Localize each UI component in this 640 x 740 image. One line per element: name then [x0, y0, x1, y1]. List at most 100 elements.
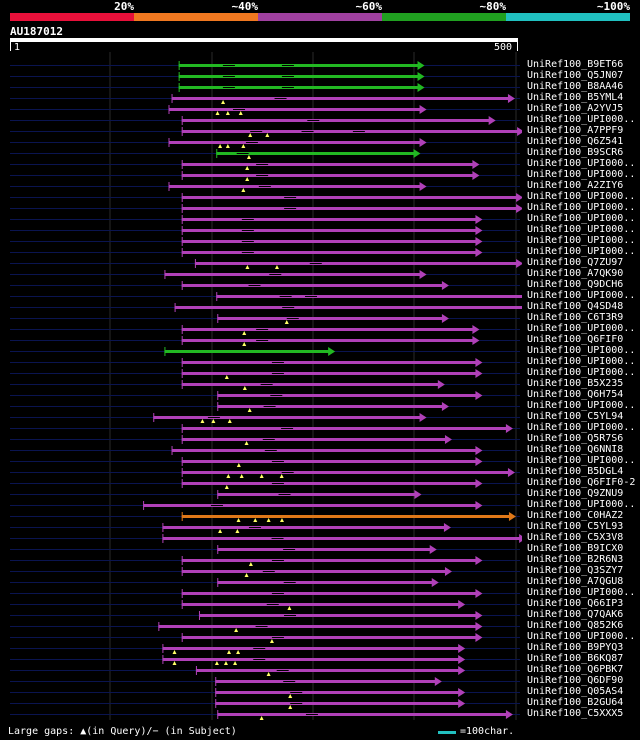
hit-row[interactable]: UniRef100_Q6FIF0: [0, 334, 640, 346]
hit-row[interactable]: UniRef100_B9SCR6: [0, 147, 640, 159]
hit-label[interactable]: UniRef100_UPI000..: [527, 356, 636, 367]
hit-label[interactable]: UniRef100_UPI000..: [527, 235, 636, 246]
hit-row[interactable]: UniRef100_UPI000..: [0, 422, 640, 434]
hit-label[interactable]: UniRef100_UPI000..: [527, 400, 636, 411]
hit-label[interactable]: UniRef100_C6T3R9: [527, 312, 624, 323]
hit-label[interactable]: UniRef100_UPI000..: [527, 455, 636, 466]
hit-label[interactable]: UniRef100_Q6FIF0-2: [527, 477, 636, 488]
hit-label[interactable]: UniRef100_C5XXX5: [527, 708, 624, 719]
hit-label[interactable]: UniRef100_UPI000..: [527, 290, 636, 301]
hit-row[interactable]: UniRef100_Q9DCH6: [0, 279, 640, 291]
hit-label[interactable]: UniRef100_B5DGL4: [527, 466, 624, 477]
hit-row[interactable]: UniRef100_A7QK90: [0, 268, 640, 280]
hit-row[interactable]: UniRef100_Q5JN07: [0, 70, 640, 82]
hit-label[interactable]: UniRef100_Q7ZU97: [527, 257, 624, 268]
hit-row[interactable]: UniRef100_UPI000..: [0, 114, 640, 126]
hit-label[interactable]: UniRef100_B8AA46: [527, 81, 624, 92]
hit-row[interactable]: UniRef100_UPI000..: [0, 158, 640, 170]
hit-row[interactable]: UniRef100_C5YL94: [0, 411, 640, 423]
hit-label[interactable]: UniRef100_Q3SZY7: [527, 565, 624, 576]
hit-row[interactable]: UniRef100_C5X3V8: [0, 532, 640, 544]
hit-row[interactable]: UniRef100_C0HAZ2: [0, 510, 640, 522]
hit-row[interactable]: UniRef100_Q852K6: [0, 620, 640, 632]
hit-row[interactable]: UniRef100_Q6PBK7: [0, 664, 640, 676]
hit-label[interactable]: UniRef100_A2YVJ5: [527, 103, 624, 114]
hit-row[interactable]: UniRef100_B5YML4: [0, 92, 640, 104]
hit-row[interactable]: UniRef100_UPI000..: [0, 631, 640, 643]
hit-label[interactable]: UniRef100_UPI000..: [527, 345, 636, 356]
hit-row[interactable]: UniRef100_UPI000..: [0, 191, 640, 203]
hit-row[interactable]: UniRef100_Q6Z541: [0, 136, 640, 148]
hit-row[interactable]: UniRef100_UPI000..: [0, 499, 640, 511]
hit-row[interactable]: UniRef100_UPI000..: [0, 202, 640, 214]
hit-label[interactable]: UniRef100_Q6DF90: [527, 675, 624, 686]
hit-row[interactable]: UniRef100_UPI000..: [0, 290, 640, 302]
hit-row[interactable]: UniRef100_Q5R7S6: [0, 433, 640, 445]
hit-row[interactable]: UniRef100_B5DGL4: [0, 466, 640, 478]
hit-label[interactable]: UniRef100_Q5JN07: [527, 70, 624, 81]
hit-label[interactable]: UniRef100_UPI000..: [527, 202, 636, 213]
hit-row[interactable]: UniRef100_B9ET66: [0, 59, 640, 71]
hit-row[interactable]: UniRef100_Q4SD48: [0, 301, 640, 313]
hit-row[interactable]: UniRef100_B5X235: [0, 378, 640, 390]
hit-row[interactable]: UniRef100_Q66IP3: [0, 598, 640, 610]
hit-row[interactable]: UniRef100_UPI000..: [0, 455, 640, 467]
hit-row[interactable]: UniRef100_UPI000..: [0, 587, 640, 599]
hit-label[interactable]: UniRef100_C5YL93: [527, 521, 624, 532]
hit-row[interactable]: UniRef100_A2YVJ5: [0, 103, 640, 115]
hit-label[interactable]: UniRef100_B9ICX0: [527, 543, 624, 554]
hit-label[interactable]: UniRef100_Q6H754: [527, 389, 624, 400]
hit-label[interactable]: UniRef100_A7PPF9: [527, 125, 624, 136]
hit-label[interactable]: UniRef100_UPI000..: [527, 158, 636, 169]
hit-row[interactable]: UniRef100_UPI000..: [0, 356, 640, 368]
hit-label[interactable]: UniRef100_A7QK90: [527, 268, 624, 279]
hit-row[interactable]: UniRef100_A2ZIY6: [0, 180, 640, 192]
hit-label[interactable]: UniRef100_B6KQ87: [527, 653, 624, 664]
hit-label[interactable]: UniRef100_UPI000..: [527, 367, 636, 378]
hit-label[interactable]: UniRef100_UPI000..: [527, 631, 636, 642]
hit-label[interactable]: UniRef100_B5X235: [527, 378, 624, 389]
hit-row[interactable]: UniRef100_UPI000..: [0, 246, 640, 258]
hit-row[interactable]: UniRef100_Q6FIF0-2: [0, 477, 640, 489]
hit-label[interactable]: UniRef100_UPI000..: [527, 587, 636, 598]
hit-label[interactable]: UniRef100_B5YML4: [527, 92, 624, 103]
hit-row[interactable]: UniRef100_UPI000..: [0, 367, 640, 379]
hit-label[interactable]: UniRef100_UPI000..: [527, 191, 636, 202]
hit-row[interactable]: UniRef100_B9ICX0: [0, 543, 640, 555]
hit-row[interactable]: UniRef100_B9PYQ3: [0, 642, 640, 654]
hit-row[interactable]: UniRef100_UPI000..: [0, 224, 640, 236]
hit-row[interactable]: UniRef100_Q6NNI8: [0, 444, 640, 456]
hit-label[interactable]: UniRef100_UPI000..: [527, 422, 636, 433]
hit-row[interactable]: UniRef100_Q7ZU97: [0, 257, 640, 269]
hit-label[interactable]: UniRef100_Q66IP3: [527, 598, 624, 609]
hit-row[interactable]: UniRef100_UPI000..: [0, 323, 640, 335]
hit-row[interactable]: UniRef100_C5YL93: [0, 521, 640, 533]
hit-row[interactable]: UniRef100_UPI000..: [0, 235, 640, 247]
hit-label[interactable]: UniRef100_Q9DCH6: [527, 279, 624, 290]
hit-label[interactable]: UniRef100_B2R6N3: [527, 554, 624, 565]
hit-label[interactable]: UniRef100_Q6Z541: [527, 136, 624, 147]
hit-row[interactable]: UniRef100_B2GU64: [0, 697, 640, 709]
hit-label[interactable]: UniRef100_B9ET66: [527, 59, 624, 70]
hit-label[interactable]: UniRef100_Q6NNI8: [527, 444, 624, 455]
hit-label[interactable]: UniRef100_Q852K6: [527, 620, 624, 631]
hit-label[interactable]: UniRef100_B2GU64: [527, 697, 624, 708]
hit-label[interactable]: UniRef100_Q7QAK6: [527, 609, 624, 620]
hit-row[interactable]: UniRef100_Q6H754: [0, 389, 640, 401]
hit-row[interactable]: UniRef100_A7PPF9: [0, 125, 640, 137]
hit-row[interactable]: UniRef100_UPI000..: [0, 169, 640, 181]
hit-label[interactable]: UniRef100_UPI000..: [527, 499, 636, 510]
hit-row[interactable]: UniRef100_A7QGU8: [0, 576, 640, 588]
hit-label[interactable]: UniRef100_UPI000..: [527, 213, 636, 224]
hit-label[interactable]: UniRef100_Q6FIF0: [527, 334, 624, 345]
hit-row[interactable]: UniRef100_C6T3R9: [0, 312, 640, 324]
hit-row[interactable]: UniRef100_UPI000..: [0, 213, 640, 225]
hit-label[interactable]: UniRef100_B9SCR6: [527, 147, 624, 158]
hit-label[interactable]: UniRef100_UPI000..: [527, 169, 636, 180]
hit-label[interactable]: UniRef100_A7QGU8: [527, 576, 624, 587]
hit-row[interactable]: UniRef100_UPI000..: [0, 400, 640, 412]
hit-row[interactable]: UniRef100_UPI000..: [0, 345, 640, 357]
hit-label[interactable]: UniRef100_C0HAZ2: [527, 510, 624, 521]
hit-row[interactable]: UniRef100_Q9ZNU9: [0, 488, 640, 500]
hit-label[interactable]: UniRef100_Q5R7S6: [527, 433, 624, 444]
